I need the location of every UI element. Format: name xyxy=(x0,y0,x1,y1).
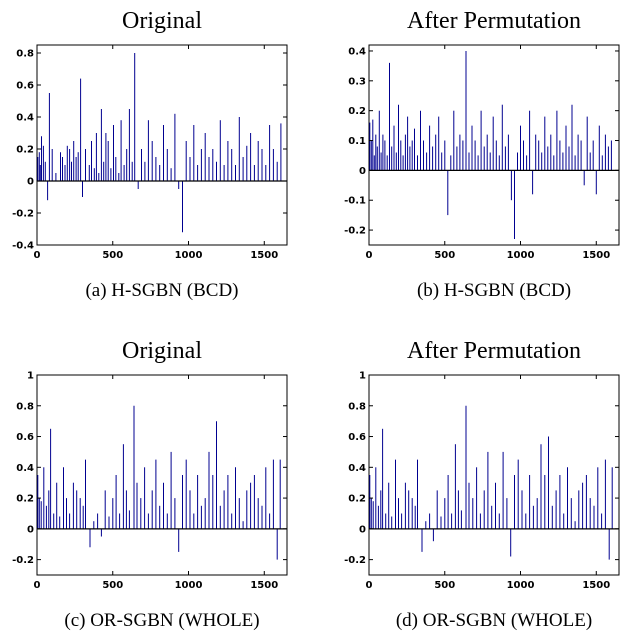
y-tick-label: 0.2 xyxy=(16,145,34,156)
x-tick-label: 1000 xyxy=(175,250,203,261)
y-tick-label: -0.2 xyxy=(344,226,366,237)
y-tick-label: 0.2 xyxy=(348,106,366,117)
x-tick-label: 0 xyxy=(366,580,373,591)
y-tick-label: 0 xyxy=(27,177,34,188)
y-tick-label: 0.1 xyxy=(348,136,366,147)
y-tick-label: 0.8 xyxy=(16,49,34,60)
y-tick-label: 0.4 xyxy=(16,463,34,474)
plot-area xyxy=(36,374,288,576)
y-tick-label: 1 xyxy=(359,371,366,382)
x-tick-label: 500 xyxy=(434,580,455,591)
x-tick-label: 500 xyxy=(434,250,455,261)
x-tick-label: 0 xyxy=(34,580,41,591)
panel-caption: (b) H-SGBN (BCD) xyxy=(417,280,571,301)
x-tick-label: 500 xyxy=(102,580,123,591)
x-tick-label: 1500 xyxy=(250,250,278,261)
x-tick-label: 1500 xyxy=(582,250,610,261)
plot-area xyxy=(368,44,620,246)
plot-area xyxy=(368,374,620,576)
x-tick-label: 0 xyxy=(366,250,373,261)
y-tick-label: -0.2 xyxy=(12,209,34,220)
y-tick-label: 0.3 xyxy=(348,76,366,87)
panel-title: After Permutation xyxy=(407,8,581,34)
y-tick-label: 1 xyxy=(27,371,34,382)
panel-caption: (a) H-SGBN (BCD) xyxy=(85,280,238,301)
chart-panel: After Permutation 0 500 1000 1500 -0.2 -0.1 0 0.… xyxy=(344,8,620,301)
panel-title: Original xyxy=(122,8,202,34)
y-tick-label: 0.4 xyxy=(348,46,366,57)
y-tick-label: 0.4 xyxy=(16,113,34,124)
chart-panel: Original 0 500 1000 1500 -0.4 -0.2 0 0.2 0.4 0.6 0.… xyxy=(12,8,288,301)
y-tick-label: -0.2 xyxy=(344,555,366,566)
plot-area xyxy=(36,44,288,246)
x-tick-label: 0 xyxy=(34,250,41,261)
x-tick-label: 1000 xyxy=(175,580,203,591)
chart-panel: Original 0 500 1000 1500 -0.2 0 0.2 0.4 0.6 0.8 1 (c… xyxy=(12,338,288,631)
y-tick-label: 0.8 xyxy=(348,401,366,412)
panel-caption: (c) OR-SGBN (WHOLE) xyxy=(64,610,259,631)
y-tick-label: -0.4 xyxy=(12,241,34,252)
panel-title: After Permutation xyxy=(407,338,581,364)
y-tick-label: -0.1 xyxy=(344,196,366,207)
x-tick-label: 500 xyxy=(102,250,123,261)
x-tick-label: 1500 xyxy=(250,580,278,591)
y-tick-label: 0.4 xyxy=(348,463,366,474)
panel-title: Original xyxy=(122,338,202,364)
y-tick-label: 0.6 xyxy=(348,432,366,443)
y-tick-label: 0.8 xyxy=(16,401,34,412)
y-tick-label: -0.2 xyxy=(12,555,34,566)
y-tick-label: 0.2 xyxy=(16,494,34,505)
y-tick-label: 0 xyxy=(27,524,34,535)
y-tick-label: 0.6 xyxy=(16,432,34,443)
y-tick-label: 0 xyxy=(359,166,366,177)
y-tick-label: 0.2 xyxy=(348,494,366,505)
chart-panel: After Permutation 0 500 1000 1500 -0.2 0 0.2 0.4… xyxy=(344,338,620,631)
y-tick-label: 0 xyxy=(359,524,366,535)
y-tick-label: 0.6 xyxy=(16,81,34,92)
panel-caption: (d) OR-SGBN (WHOLE) xyxy=(396,610,592,631)
x-tick-label: 1000 xyxy=(507,580,535,591)
x-tick-label: 1000 xyxy=(507,250,535,261)
x-tick-label: 1500 xyxy=(582,580,610,591)
